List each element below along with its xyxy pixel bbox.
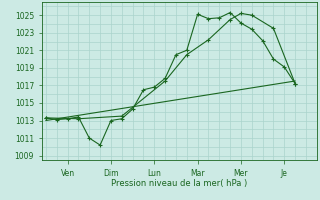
X-axis label: Pression niveau de la mer( hPa ): Pression niveau de la mer( hPa ) xyxy=(111,179,247,188)
